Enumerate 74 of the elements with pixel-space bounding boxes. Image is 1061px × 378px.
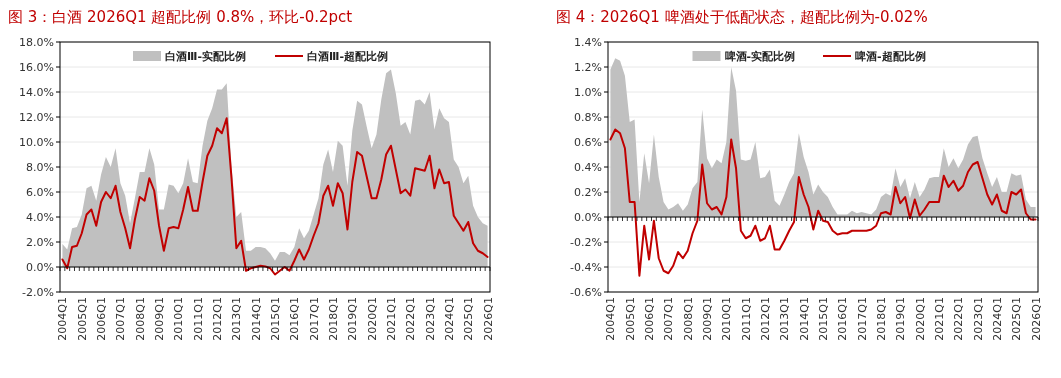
y-tick-label: 18.0% xyxy=(19,36,54,49)
y-tick-label: -0.6% xyxy=(570,286,602,299)
x-tick-label: 2006Q1 xyxy=(643,297,657,341)
y-tick-label: 1.0% xyxy=(574,86,602,99)
x-tick-label: 2013Q1 xyxy=(230,297,244,341)
x-tick-label: 2019Q1 xyxy=(894,297,908,341)
x-tick-label: 2023Q1 xyxy=(971,297,985,341)
legend-label: 啤酒-超配比例 xyxy=(855,50,926,63)
x-tick-label: 2010Q1 xyxy=(172,297,186,341)
y-tick-label: 0.8% xyxy=(574,111,602,124)
x-tick-label: 2020Q1 xyxy=(365,297,379,341)
x-tick-label: 2006Q1 xyxy=(95,297,109,341)
y-tick-label: 14.0% xyxy=(19,86,54,99)
x-tick-label: 2014Q1 xyxy=(249,297,263,341)
legend-label: 啤酒-实配比例 xyxy=(724,50,796,63)
x-tick-label: 2020Q1 xyxy=(913,297,927,341)
x-tick-label: 2011Q1 xyxy=(191,297,205,341)
x-tick-label: 2014Q1 xyxy=(797,297,811,341)
x-tick-label: 2008Q1 xyxy=(133,297,147,341)
x-tick-label: 2016Q1 xyxy=(836,297,850,341)
x-tick-label: 2025Q1 xyxy=(1010,297,1024,341)
y-tick-label: 0.0% xyxy=(574,211,602,224)
y-tick-label: -0.4% xyxy=(570,261,602,274)
x-tick-label: 2005Q1 xyxy=(75,297,89,341)
chart-title: 图 4：2026Q1 啤酒处于低配状态，超配比例为-0.02% xyxy=(556,8,928,26)
y-tick-label: 16.0% xyxy=(19,61,54,74)
x-tick-label: 2021Q1 xyxy=(932,297,946,341)
x-tick-label: 2008Q1 xyxy=(681,297,695,341)
y-tick-label: 2.0% xyxy=(26,236,54,249)
x-tick-label: 2010Q1 xyxy=(720,297,734,341)
x-tick-label: 2004Q1 xyxy=(56,297,70,341)
y-tick-label: 4.0% xyxy=(26,211,54,224)
y-tick-label: 8.0% xyxy=(26,161,54,174)
y-tick-label: 1.4% xyxy=(574,36,602,49)
x-tick-label: 2026Q1 xyxy=(1029,297,1043,341)
x-tick-label: 2023Q1 xyxy=(423,297,437,341)
x-tick-label: 2016Q1 xyxy=(288,297,302,341)
x-tick-label: 2021Q1 xyxy=(384,297,398,341)
x-tick-label: 2024Q1 xyxy=(442,297,456,341)
x-tick-label: 2019Q1 xyxy=(346,297,360,341)
y-tick-label: 0.4% xyxy=(574,161,602,174)
x-tick-label: 2015Q1 xyxy=(817,297,830,341)
y-tick-label: -0.2% xyxy=(570,236,602,249)
y-tick-label: 12.0% xyxy=(19,111,54,124)
x-tick-label: 2011Q1 xyxy=(739,297,753,341)
y-tick-label: 0.0% xyxy=(26,261,54,274)
x-tick-label: 2022Q1 xyxy=(952,297,966,341)
x-tick-label: 2007Q1 xyxy=(114,297,128,341)
x-tick-label: 2013Q1 xyxy=(778,297,792,341)
y-tick-label: 10.0% xyxy=(19,136,54,149)
x-tick-label: 2022Q1 xyxy=(404,297,418,341)
x-tick-label: 2012Q1 xyxy=(211,297,225,341)
legend-label: 白酒Ⅲ-超配比例 xyxy=(307,50,388,63)
x-tick-label: 2024Q1 xyxy=(990,297,1004,341)
y-tick-label: 0.2% xyxy=(574,186,602,199)
x-tick-label: 2017Q1 xyxy=(855,297,869,341)
x-tick-label: 2017Q1 xyxy=(307,297,321,341)
y-tick-label: -2.0% xyxy=(22,286,54,299)
x-tick-label: 2026Q1 xyxy=(481,297,495,341)
y-tick-label: 1.2% xyxy=(574,61,602,74)
x-tick-label: 2009Q1 xyxy=(153,297,167,341)
x-tick-label: 2025Q1 xyxy=(462,297,476,341)
chart-title: 图 3：白酒 2026Q1 超配比例 0.8%，环比-0.2pct xyxy=(8,8,353,26)
x-tick-label: 2009Q1 xyxy=(701,297,715,341)
y-tick-label: 0.6% xyxy=(574,136,602,149)
x-tick-label: 2015Q1 xyxy=(269,297,282,341)
x-tick-label: 2005Q1 xyxy=(623,297,637,341)
x-tick-label: 2018Q1 xyxy=(874,297,888,341)
x-tick-label: 2012Q1 xyxy=(759,297,773,341)
y-tick-label: 6.0% xyxy=(26,186,54,199)
legend-label: 白酒Ⅲ-实配比例 xyxy=(165,50,246,63)
x-tick-label: 2004Q1 xyxy=(604,297,618,341)
x-tick-label: 2018Q1 xyxy=(326,297,340,341)
x-tick-label: 2007Q1 xyxy=(662,297,676,341)
